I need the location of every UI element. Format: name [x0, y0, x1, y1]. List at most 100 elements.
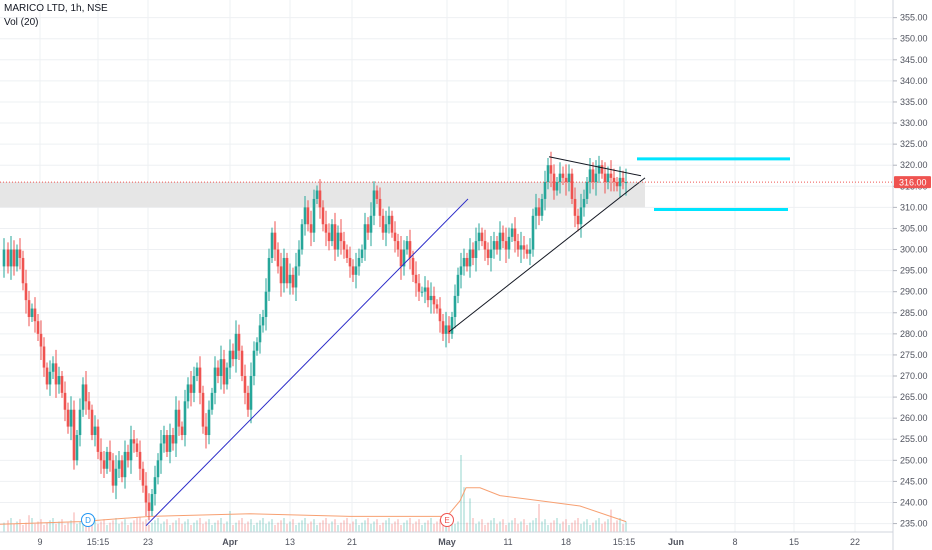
volume-indicator-label: Vol (20): [4, 17, 39, 28]
volume-bar: [367, 518, 369, 532]
candle-body: [171, 435, 175, 444]
candle: [486, 242, 490, 266]
candle-body: [588, 169, 592, 183]
time-tick-label: 9: [37, 537, 42, 547]
candle: [462, 248, 466, 276]
dividend-marker[interactable]: D: [81, 513, 95, 527]
candle: [564, 164, 568, 196]
candle: [333, 212, 337, 261]
time-tick-label: 11: [503, 537, 512, 547]
candle-body: [387, 215, 391, 225]
candle-body: [45, 367, 49, 385]
candle-body: [546, 165, 550, 183]
candle: [207, 400, 211, 445]
volume-bar: [175, 520, 177, 532]
candle-body: [414, 274, 418, 284]
candle: [294, 252, 298, 301]
candle-body: [522, 245, 526, 250]
candle-body: [9, 249, 13, 267]
candle: [93, 415, 97, 447]
volume-bar: [94, 518, 96, 532]
volume-bar: [601, 523, 603, 532]
candle-body: [225, 367, 229, 385]
candle-body: [432, 295, 436, 305]
candle: [600, 160, 604, 179]
candle-body: [426, 287, 430, 301]
candle-body: [378, 198, 382, 216]
volume-bar: [91, 520, 93, 532]
time-tick-label: Jun: [668, 537, 684, 547]
candle-body: [375, 190, 379, 199]
candle: [525, 244, 529, 259]
candle-body: [207, 409, 211, 436]
candle: [567, 164, 571, 192]
candle-body: [126, 451, 130, 461]
candle-body: [318, 190, 322, 208]
candle-body: [381, 215, 385, 233]
volume-bar: [328, 523, 330, 532]
volume-bar: [340, 522, 342, 532]
volume-bar: [241, 518, 243, 532]
candle-body: [354, 266, 358, 275]
candle: [591, 162, 595, 190]
candle: [153, 465, 157, 506]
volume-bar: [88, 522, 90, 532]
candle: [444, 311, 448, 348]
candle: [45, 362, 49, 390]
volume-bar: [85, 525, 87, 532]
volume-bar: [586, 519, 588, 532]
candle: [219, 345, 223, 390]
candle: [423, 276, 427, 304]
candle: [246, 385, 250, 417]
candle: [516, 233, 520, 257]
volume-bar: [400, 525, 402, 532]
candle: [321, 200, 325, 232]
volume-moving-average: [0, 487, 627, 525]
volume-bar: [184, 521, 186, 532]
volume-bar: [478, 521, 480, 532]
candle: [48, 360, 52, 396]
candle: [621, 170, 625, 190]
volume-bar: [403, 522, 405, 532]
candle: [366, 217, 370, 240]
candle: [102, 451, 106, 479]
candle: [339, 219, 343, 255]
candle: [108, 440, 112, 472]
volume-bar: [445, 522, 447, 532]
candle-body: [534, 207, 538, 216]
volume-bar: [571, 522, 573, 532]
volume-bar: [517, 523, 519, 532]
volume-bar: [430, 518, 432, 532]
candle: [480, 227, 484, 247]
time-tick-label: 15: [789, 537, 799, 547]
candle: [387, 206, 391, 234]
candle: [258, 314, 262, 354]
candle-body: [450, 316, 454, 334]
volume-bar: [127, 525, 129, 532]
candle-body: [69, 409, 73, 427]
candle: [297, 240, 301, 276]
candle-body: [57, 376, 61, 385]
candle: [30, 303, 34, 323]
candle-body: [612, 177, 616, 183]
candle-body: [570, 173, 574, 199]
candle-body: [480, 232, 484, 242]
volume-bar: [415, 521, 417, 532]
candle-body: [510, 228, 514, 237]
candle: [381, 208, 385, 240]
candle: [210, 387, 214, 415]
price-tick-label: 340.00: [900, 76, 928, 86]
volume-bar: [463, 487, 465, 532]
volume-bar: [238, 520, 240, 532]
candle: [609, 160, 613, 192]
candle-body: [519, 245, 523, 250]
candle-body: [150, 494, 154, 511]
candle: [546, 158, 550, 190]
volume-bar: [397, 519, 399, 532]
earnings-marker[interactable]: E: [440, 513, 454, 527]
candle: [477, 223, 481, 251]
volume-bar: [547, 525, 549, 532]
candle: [504, 227, 508, 264]
candle-body: [216, 367, 220, 377]
